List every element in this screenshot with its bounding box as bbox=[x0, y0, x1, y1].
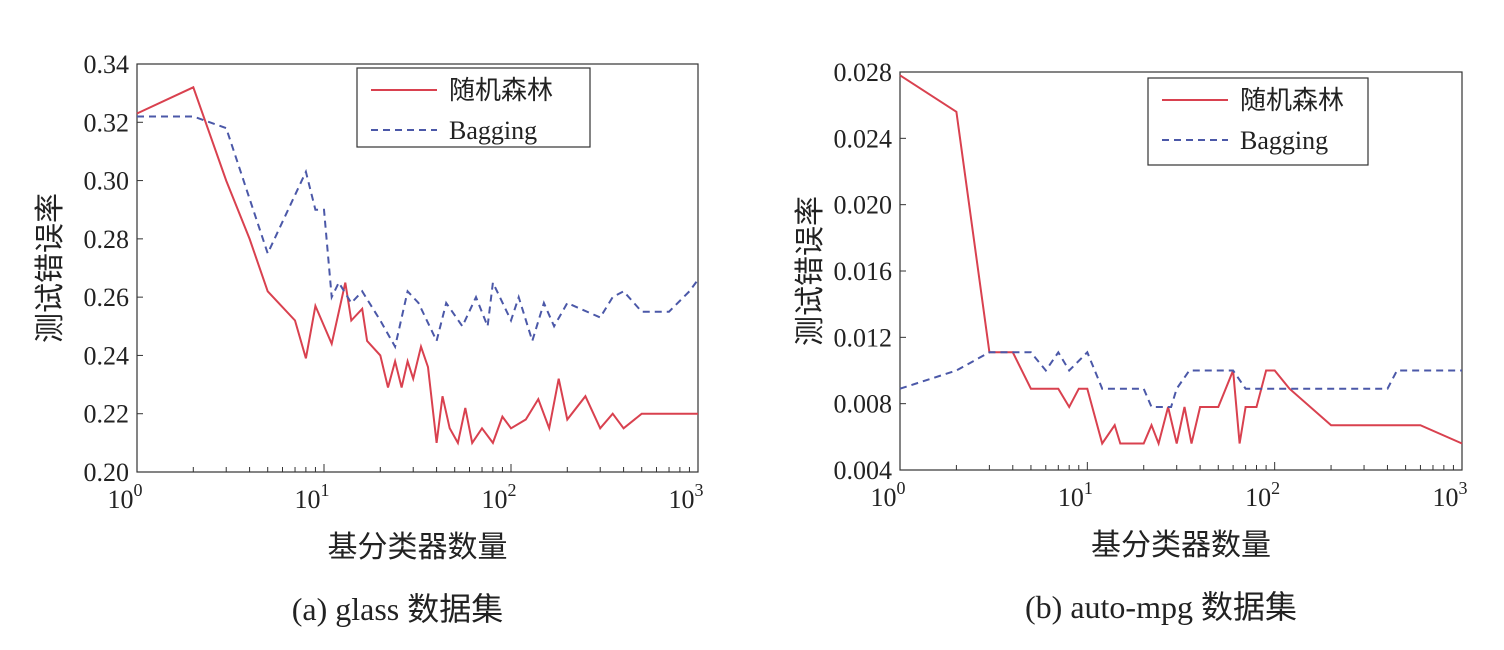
legend-label: 随机森林 bbox=[449, 76, 553, 105]
x-tick-label: 102 bbox=[1245, 478, 1280, 512]
chart-panel-b: 0.004 0.008 0.012 0.016 0.020 0.024 0.028 100 10… bbox=[793, 58, 1468, 625]
series-line-random-forest bbox=[136, 85, 698, 446]
legend-label: Bagging bbox=[1240, 126, 1328, 155]
y-tick-label: 0.30 bbox=[84, 167, 130, 196]
y-tick-label: 0.008 bbox=[834, 390, 893, 419]
y-tick-label: 0.020 bbox=[834, 191, 893, 220]
y-tick-label: 0.34 bbox=[84, 50, 130, 79]
x-tick-label: 100 bbox=[108, 480, 143, 514]
y-tick-label: 0.32 bbox=[84, 108, 130, 137]
x-tick-label: 103 bbox=[669, 480, 704, 514]
subfigure-caption: (a) glass 数据集 bbox=[292, 591, 504, 627]
x-axis-label: 基分类器数量 bbox=[328, 530, 508, 565]
y-tick-label: 0.028 bbox=[834, 58, 893, 87]
x-tick-label: 101 bbox=[295, 480, 330, 514]
y-tick-label: 0.28 bbox=[84, 225, 130, 254]
y-axis-label: 测试错误率 bbox=[33, 193, 68, 343]
chart-panel-a: 0.20 0.22 0.24 0.26 0.28 0.30 0.32 0.34 100 101 10… bbox=[33, 50, 704, 627]
series-line-bagging bbox=[899, 350, 1462, 408]
y-tick-label: 0.016 bbox=[834, 257, 893, 286]
subfigure-caption: (b) auto-mpg 数据集 bbox=[1025, 589, 1297, 625]
x-axis-label: 基分类器数量 bbox=[1091, 528, 1271, 563]
y-tick-label: 0.012 bbox=[834, 323, 893, 352]
y-tick-label: 0.24 bbox=[84, 341, 130, 370]
y-tick-label: 0.024 bbox=[834, 124, 893, 153]
legend-label: Bagging bbox=[449, 116, 537, 145]
legend-label: 随机森林 bbox=[1240, 86, 1344, 115]
y-tick-label: 0.22 bbox=[84, 400, 130, 429]
series-line-bagging bbox=[137, 115, 699, 350]
legend: 随机森林 Bagging bbox=[356, 67, 591, 148]
x-tick-label: 103 bbox=[1433, 478, 1468, 512]
y-axis-label: 测试错误率 bbox=[793, 196, 828, 346]
x-tick-label: 102 bbox=[482, 480, 517, 514]
plot-frame bbox=[136, 63, 699, 473]
x-tick-label: 100 bbox=[871, 478, 906, 512]
y-tick-label: 0.004 bbox=[834, 456, 893, 485]
legend: 随机森林 Bagging bbox=[1147, 77, 1369, 166]
y-tick-label: 0.20 bbox=[84, 458, 130, 487]
y-tick-label: 0.26 bbox=[84, 283, 130, 312]
x-tick-label: 101 bbox=[1058, 478, 1093, 512]
